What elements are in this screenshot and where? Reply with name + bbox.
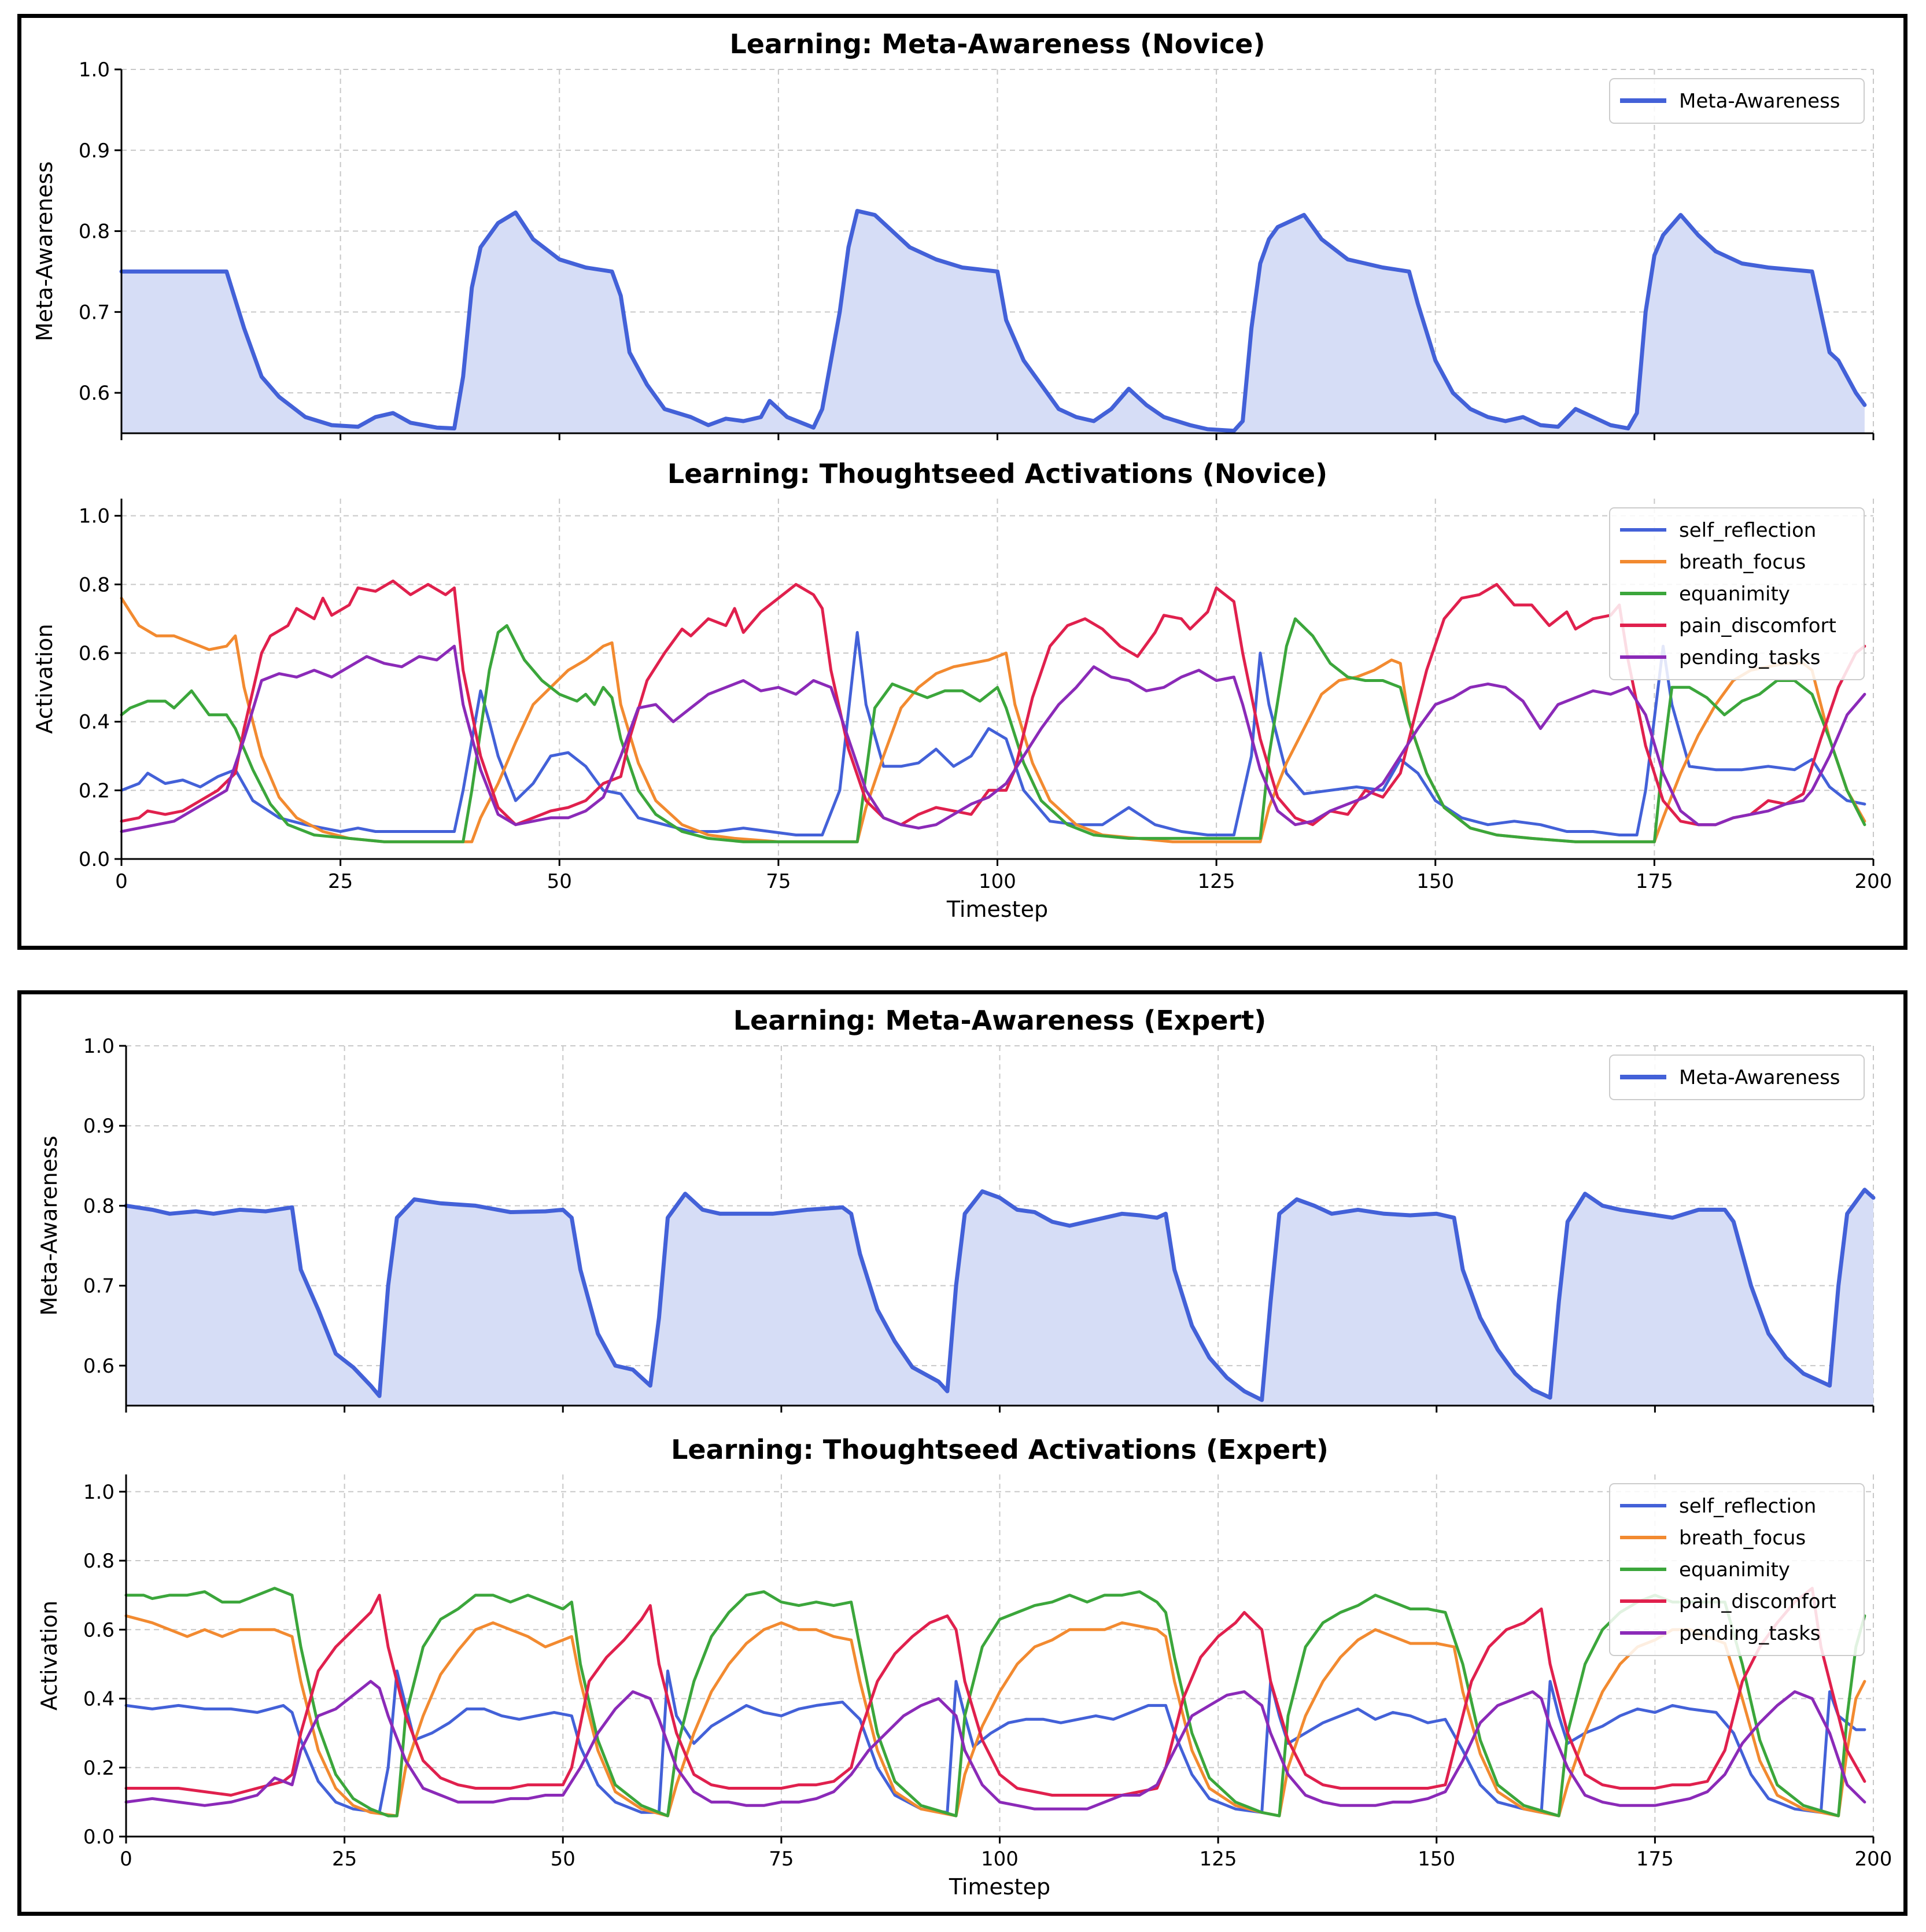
chart1-xtick-label: 75 (766, 870, 791, 893)
chart2-ytick-label: 0.7 (83, 1275, 115, 1298)
chart0-group: Learning: Meta-Awareness (Novice) 0.6 0.7 0… (32, 28, 1875, 440)
chart3-legend-label-breath_focus: breath_focus (1679, 1527, 1806, 1550)
chart0-area-fill (121, 211, 1865, 433)
chart2-legend-label-Meta-Awareness: Meta-Awareness (1679, 1066, 1840, 1089)
chart3-ytick-label: 0.0 (83, 1826, 115, 1849)
chart2-ytick-label: 0.8 (83, 1194, 115, 1218)
chart3-xtick-label: 200 (1855, 1848, 1892, 1871)
chart3-ytick-label: 0.8 (83, 1550, 115, 1573)
chart2-title: Learning: Meta-Awareness (Expert) (733, 1005, 1267, 1036)
chart3-xtick-label: 150 (1418, 1848, 1455, 1871)
chart3-xtick-label: 0 (120, 1848, 132, 1871)
chart1-xtick-label: 200 (1855, 870, 1892, 893)
chart1-xtick-label: 175 (1636, 870, 1673, 893)
chart2-area-fill (126, 1189, 1873, 1406)
chart3-legend-box (1609, 1483, 1865, 1656)
chart3-title: Learning: Thoughtseed Activations (Exper… (671, 1434, 1329, 1465)
chart3-ytick-label: 0.6 (83, 1618, 115, 1642)
chart1-ytick-label: 1.0 (79, 505, 110, 528)
chart1-series-equanimity (120, 617, 1866, 843)
chart2-group: Learning: Meta-Awareness (Expert) 0.6 0.7 0… (36, 1005, 1876, 1413)
chart1-ytick-label: 0.8 (79, 573, 110, 596)
chart1-series-self_reflection (120, 631, 1866, 836)
chart1-title: Learning: Thoughtseed Activations (Novic… (667, 458, 1327, 489)
chart0-series-Meta-Awareness (119, 209, 1867, 433)
chart0-ylabel: Meta-Awareness (32, 161, 57, 341)
chart3-legend-label-equanimity: equanimity (1679, 1558, 1790, 1581)
chart3-legend-label-pain_discomfort: pain_discomfort (1679, 1590, 1836, 1613)
chart1-group: Learning: Thoughtseed Activations (Novic… (32, 458, 1892, 922)
chart1-xtick-label: 100 (979, 870, 1016, 893)
novice-charts-svg: Learning: Meta-Awareness (Novice) 0.6 0.7 0… (32, 28, 1892, 922)
chart0-ytick-label: 0.7 (79, 301, 110, 324)
chart1-xtick-label: 50 (547, 870, 572, 893)
chart3-ytick-label: 1.0 (83, 1481, 115, 1504)
chart1-xlabel: Timestep (946, 897, 1048, 922)
chart3-series-pain_discomfort (124, 1587, 1866, 1797)
chart3-ylabel: Activation (36, 1601, 62, 1710)
chart1-series-pain_discomfort (120, 579, 1866, 827)
chart3-legend-label-self_reflection: self_reflection (1679, 1495, 1816, 1518)
expert-panel: Learning: Meta-Awareness (Expert) 0.6 0.7 0… (17, 990, 1907, 1916)
chart1-ytick-label: 0.6 (79, 642, 110, 665)
chart3-xtick-label: 125 (1200, 1848, 1237, 1871)
chart0-legend-box (1609, 78, 1865, 124)
chart0-ytick-label: 0.9 (79, 139, 110, 163)
chart2-series-Meta-Awareness (124, 1188, 1876, 1402)
chart0-ytick-label: 1.0 (79, 58, 110, 82)
chart1-legend-label-self_reflection: self_reflection (1679, 519, 1816, 542)
chart1-xtick-label: 0 (115, 870, 128, 893)
chart1-ytick-label: 0.0 (79, 848, 110, 871)
chart1-series-breath_focus (120, 596, 1866, 843)
chart0-ytick-label: 0.6 (79, 382, 110, 405)
chart3-xtick-label: 25 (332, 1848, 357, 1871)
chart0-legend-label-Meta-Awareness: Meta-Awareness (1679, 90, 1840, 113)
novice-panel: Learning: Meta-Awareness (Novice) 0.6 0.7 0… (17, 14, 1907, 950)
chart2-ytick-label: 1.0 (83, 1035, 115, 1058)
chart1-ytick-label: 0.2 (79, 779, 110, 802)
chart1-series-pending_tasks (120, 644, 1866, 833)
chart3-xlabel: Timestep (949, 1874, 1050, 1900)
chart3-legend-label-pending_tasks: pending_tasks (1679, 1622, 1821, 1645)
chart1-ylabel: Activation (32, 624, 57, 733)
expert-charts-svg: Learning: Meta-Awareness (Expert) 0.6 0.7 0… (36, 1005, 1892, 1900)
chart2-ytick-label: 0.6 (83, 1355, 115, 1378)
chart3-group: Learning: Thoughtseed Activations (Exper… (36, 1434, 1892, 1900)
chart3-ytick-label: 0.4 (83, 1688, 115, 1711)
chart2-legend-box (1609, 1055, 1865, 1100)
chart2-ylabel: Meta-Awareness (36, 1135, 62, 1315)
chart2-ytick-label: 0.9 (83, 1115, 115, 1138)
chart3-xtick-label: 50 (551, 1848, 575, 1871)
chart3-series-pending_tasks (124, 1680, 1866, 1811)
chart1-ytick-label: 0.4 (79, 711, 110, 734)
chart3-ytick-label: 0.2 (83, 1757, 115, 1780)
chart3-xtick-label: 100 (981, 1848, 1019, 1871)
chart0-ytick-label: 0.8 (79, 220, 110, 244)
chart1-legend-label-breath_focus: breath_focus (1679, 551, 1806, 574)
chart1-legend-label-pain_discomfort: pain_discomfort (1679, 614, 1836, 637)
chart3-series-equanimity (124, 1587, 1866, 1817)
chart1-xtick-label: 150 (1416, 870, 1454, 893)
chart3-xtick-label: 75 (769, 1848, 794, 1871)
chart1-xtick-label: 125 (1198, 870, 1235, 893)
chart1-legend-box (1609, 507, 1865, 680)
chart3-xtick-label: 175 (1636, 1848, 1674, 1871)
chart1-xtick-label: 25 (328, 870, 353, 893)
chart1-legend-label-equanimity: equanimity (1679, 582, 1790, 606)
chart0-title: Learning: Meta-Awareness (Novice) (729, 28, 1265, 60)
chart1-legend-label-pending_tasks: pending_tasks (1679, 646, 1821, 669)
